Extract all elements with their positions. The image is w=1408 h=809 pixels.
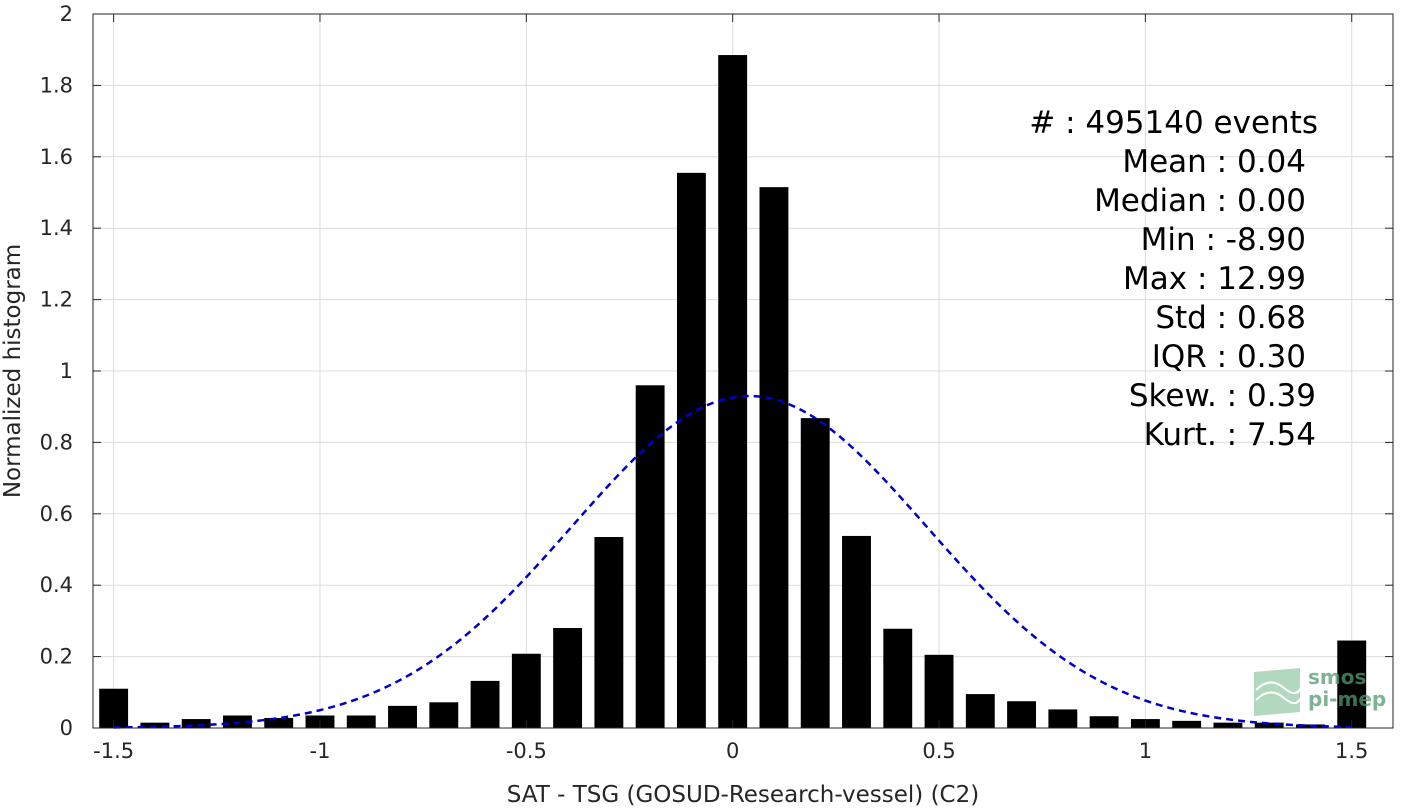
x-tick-label: -1.5 xyxy=(93,739,134,763)
x-tick-label: -1 xyxy=(310,739,331,763)
y-tick-label: 0.8 xyxy=(40,430,73,454)
logo-line1: smos xyxy=(1308,665,1366,689)
histogram-bar xyxy=(264,718,294,728)
y-tick-label: 1 xyxy=(60,359,73,383)
histogram-bar xyxy=(429,702,459,728)
histogram-bar xyxy=(718,55,748,729)
histogram-bar xyxy=(1089,716,1119,728)
x-tick-label: 1.5 xyxy=(1335,739,1368,763)
histogram-bar xyxy=(388,705,417,728)
histogram-bar xyxy=(140,722,170,728)
y-tick-label: 1.4 xyxy=(40,216,73,240)
histogram-bar xyxy=(346,715,376,728)
y-tick-label: 0 xyxy=(60,716,73,740)
y-tick-label: 0.6 xyxy=(40,502,73,526)
x-tick-label: 0 xyxy=(726,739,739,763)
stat-line: Skew. : 0.39 xyxy=(1129,378,1316,414)
stat-line: Median : 0.00 xyxy=(1094,183,1306,219)
stat-line: Max : 12.99 xyxy=(1123,261,1306,297)
histogram-bar xyxy=(965,694,995,728)
x-tick-label: 1 xyxy=(1139,739,1152,763)
histogram-bar xyxy=(1254,722,1284,728)
logo-mark-icon xyxy=(1254,668,1303,716)
histogram-bar xyxy=(1337,640,1367,728)
stat-line: Kurt. : 7.54 xyxy=(1144,417,1316,453)
histogram-bar xyxy=(553,628,583,728)
y-tick-label: 1.2 xyxy=(40,288,73,312)
histogram-bar xyxy=(1048,709,1078,728)
y-tick-label: 2 xyxy=(60,2,73,26)
x-tick-label: 0.5 xyxy=(922,739,955,763)
smos-pimep-logo: smos pi-mep xyxy=(1254,665,1386,716)
histogram-bar xyxy=(181,719,211,728)
y-tick-label: 1.8 xyxy=(40,73,73,97)
histogram-bar xyxy=(1213,722,1243,728)
y-axis-ticks: 0 0.2 0.4 0.6 0.8 1 1.2 1.4 1.6 1.8 2 xyxy=(40,2,1393,740)
stat-line: Mean : 0.04 xyxy=(1122,144,1306,180)
stat-line: # : 495140 events xyxy=(1029,105,1318,141)
stat-line: Min : -8.90 xyxy=(1141,222,1306,258)
stat-line: IQR : 0.30 xyxy=(1152,339,1306,375)
histogram-bar xyxy=(842,535,871,728)
y-axis-label: Normalized histogram xyxy=(0,244,26,498)
x-tick-label: -0.5 xyxy=(506,739,547,763)
histogram-bar xyxy=(594,537,624,728)
histogram-bar xyxy=(883,628,913,728)
histogram-bar xyxy=(1007,701,1037,728)
x-axis-label: SAT - TSG (GOSUD-Research-vessel) (C2) xyxy=(507,782,979,808)
logo-line2: pi-mep xyxy=(1308,687,1386,711)
gaussian-fit-curve xyxy=(113,394,1352,729)
histogram-bar xyxy=(800,418,830,728)
stat-line: Std : 0.68 xyxy=(1155,300,1306,336)
histogram-bar xyxy=(924,654,954,728)
histogram-bar xyxy=(676,172,706,729)
y-tick-label: 0.4 xyxy=(40,573,73,597)
histogram-bar xyxy=(1172,720,1202,728)
y-tick-label: 1.6 xyxy=(40,145,73,169)
histogram-bar xyxy=(759,187,789,728)
y-tick-label: 0.2 xyxy=(40,645,73,669)
x-axis-ticks: -1.5 -1 -0.5 0 0.5 1 1.5 xyxy=(93,14,1368,763)
histogram-bar xyxy=(511,653,541,728)
histogram-bar xyxy=(470,680,500,728)
